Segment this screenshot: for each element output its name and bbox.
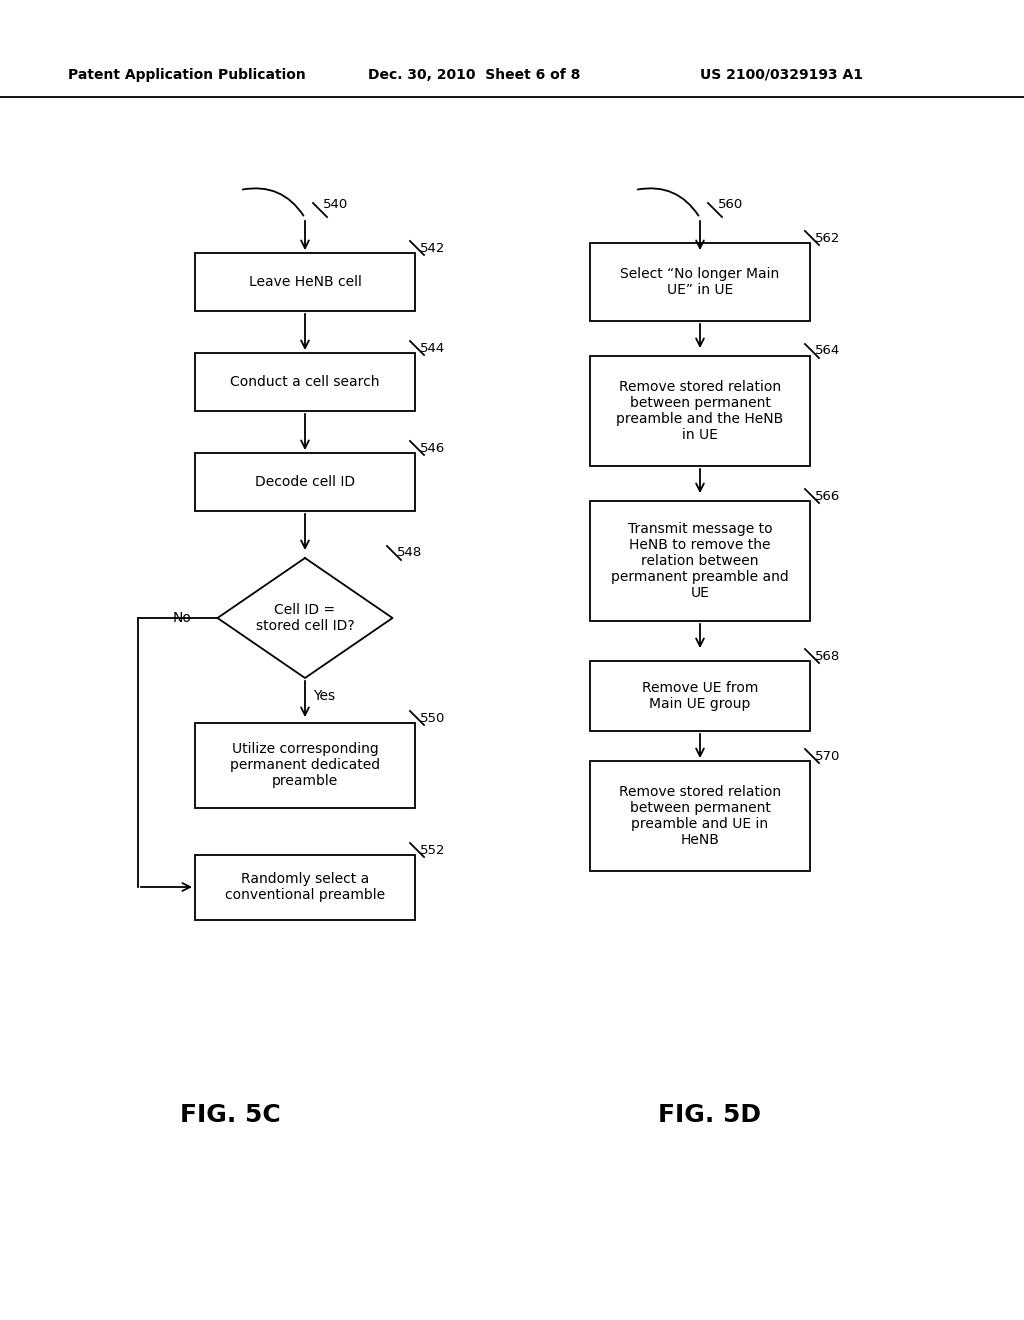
Polygon shape — [217, 558, 392, 678]
FancyBboxPatch shape — [195, 352, 415, 411]
FancyBboxPatch shape — [195, 253, 415, 312]
Text: 564: 564 — [815, 345, 841, 358]
Text: Conduct a cell search: Conduct a cell search — [230, 375, 380, 389]
Text: Patent Application Publication: Patent Application Publication — [68, 69, 306, 82]
Text: Utilize corresponding
permanent dedicated
preamble: Utilize corresponding permanent dedicate… — [230, 742, 380, 788]
FancyBboxPatch shape — [195, 854, 415, 920]
Text: 550: 550 — [420, 711, 445, 725]
Text: Remove UE from
Main UE group: Remove UE from Main UE group — [642, 681, 758, 711]
Text: Decode cell ID: Decode cell ID — [255, 475, 355, 488]
Text: 542: 542 — [420, 242, 445, 255]
FancyBboxPatch shape — [590, 661, 810, 731]
FancyBboxPatch shape — [590, 762, 810, 871]
Text: 568: 568 — [815, 649, 841, 663]
Text: Leave HeNB cell: Leave HeNB cell — [249, 275, 361, 289]
Text: Remove stored relation
between permanent
preamble and UE in
HeNB: Remove stored relation between permanent… — [618, 784, 781, 847]
Text: 566: 566 — [815, 490, 841, 503]
Text: FIG. 5C: FIG. 5C — [179, 1104, 281, 1127]
Text: 546: 546 — [420, 441, 445, 454]
Text: Remove stored relation
between permanent
preamble and the HeNB
in UE: Remove stored relation between permanent… — [616, 380, 783, 442]
FancyBboxPatch shape — [590, 243, 810, 321]
FancyBboxPatch shape — [195, 722, 415, 808]
Text: Randomly select a
conventional preamble: Randomly select a conventional preamble — [225, 873, 385, 902]
FancyBboxPatch shape — [590, 502, 810, 620]
Text: Select “No longer Main
UE” in UE: Select “No longer Main UE” in UE — [621, 267, 779, 297]
Text: 560: 560 — [718, 198, 743, 211]
Text: Yes: Yes — [313, 689, 335, 704]
Text: 540: 540 — [323, 198, 348, 211]
Text: US 2100/0329193 A1: US 2100/0329193 A1 — [700, 69, 863, 82]
Text: 548: 548 — [397, 546, 422, 560]
Text: No: No — [173, 611, 191, 624]
Text: Dec. 30, 2010  Sheet 6 of 8: Dec. 30, 2010 Sheet 6 of 8 — [368, 69, 581, 82]
Text: FIG. 5D: FIG. 5D — [658, 1104, 762, 1127]
Text: Cell ID =
stored cell ID?: Cell ID = stored cell ID? — [256, 603, 354, 634]
Text: 544: 544 — [420, 342, 445, 355]
Text: 562: 562 — [815, 231, 841, 244]
Text: 552: 552 — [420, 843, 445, 857]
Text: Transmit message to
HeNB to remove the
relation between
permanent preamble and
U: Transmit message to HeNB to remove the r… — [611, 521, 788, 601]
FancyBboxPatch shape — [590, 356, 810, 466]
Text: 570: 570 — [815, 750, 841, 763]
FancyBboxPatch shape — [195, 453, 415, 511]
